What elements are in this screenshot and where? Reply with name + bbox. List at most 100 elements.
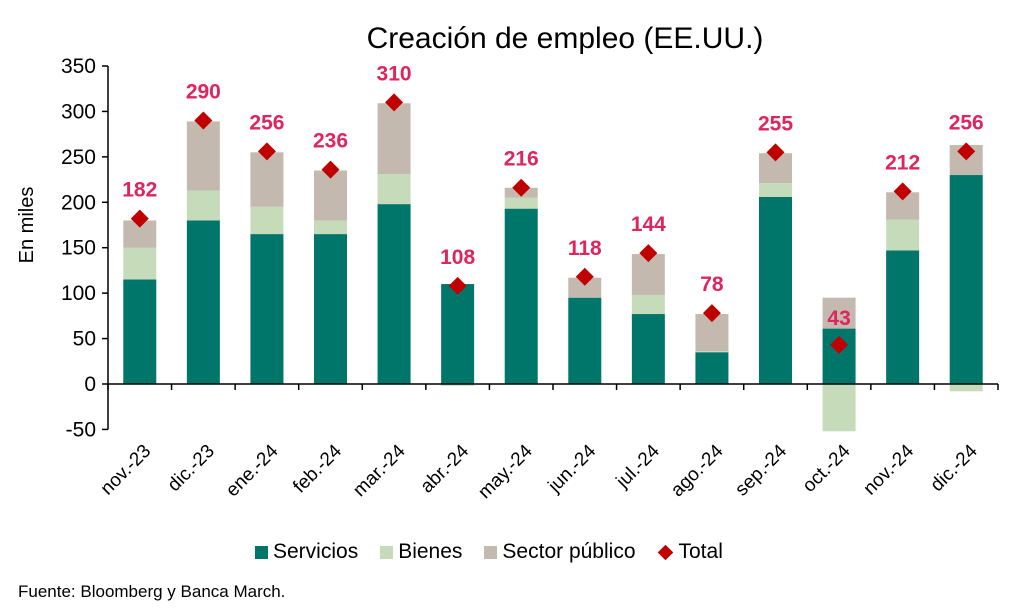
legend-diamond-icon — [657, 544, 673, 560]
x-tick-label: nov.-24 — [860, 440, 919, 499]
legend-item-total: Total — [657, 540, 723, 564]
x-tick-label: sep.-24 — [731, 440, 791, 500]
total-marker — [130, 209, 149, 228]
data-label: 118 — [568, 237, 602, 260]
legend-item-bienes: Bienes — [380, 540, 462, 564]
total-marker — [512, 178, 531, 197]
legend-swatch-servicios — [255, 545, 268, 559]
x-tick-label: ago.-24 — [667, 440, 728, 501]
x-tick-label: jun.-24 — [544, 440, 601, 497]
bar-bienes — [377, 174, 411, 205]
bar-bienes — [759, 183, 792, 197]
total-marker — [639, 244, 658, 263]
bar-servicios — [504, 208, 538, 384]
data-label: 212 — [885, 151, 920, 174]
bar-bienes — [886, 219, 920, 251]
bar-servicios — [886, 250, 920, 384]
bar-servicios — [314, 234, 347, 384]
y-tick-label: 100 — [61, 282, 96, 305]
data-label: 78 — [700, 273, 724, 296]
total-marker — [321, 160, 340, 179]
data-label: 144 — [631, 213, 666, 236]
x-tick-label: dic.-23 — [164, 441, 219, 496]
bar-servicios — [377, 204, 411, 384]
bar-servicios — [250, 234, 284, 384]
legend-label-servicios: Servicios — [273, 540, 359, 563]
bar-bienes — [504, 197, 538, 209]
y-tick-label: 50 — [73, 328, 96, 351]
bar-sector-p-blico — [377, 103, 411, 175]
data-label: 236 — [313, 130, 348, 153]
total-marker — [257, 142, 276, 161]
legend: Servicios Bienes Sector público Total — [255, 540, 745, 564]
bar-servicios — [695, 352, 729, 384]
bar-sector-p-blico — [822, 297, 856, 329]
x-tick-label: feb.-24 — [289, 440, 346, 497]
total-markers-group — [130, 93, 976, 354]
bar-bienes — [949, 384, 983, 392]
bars-group — [123, 103, 983, 432]
y-tick-label: 300 — [61, 100, 96, 123]
bar-sector-p-blico — [314, 170, 347, 221]
x-tick-label: abr.-24 — [416, 440, 473, 497]
y-tick-label: 200 — [61, 191, 96, 214]
y-tick-label: -50 — [66, 418, 96, 441]
data-label: 108 — [440, 246, 475, 269]
source-note: Fuente: Bloomberg y Banca March. — [18, 582, 286, 601]
y-axis-label: En miles — [16, 187, 38, 264]
bar-servicios — [759, 196, 792, 384]
chart-title: Creación de empleo (EE.UU.) — [367, 22, 764, 55]
data-label: 182 — [122, 179, 157, 202]
bar-bienes — [186, 190, 220, 221]
data-labels-group: 182 290 256 236 310 108 216 118 144 78 255 43 212 256 — [122, 62, 983, 330]
bar-bienes — [631, 294, 665, 315]
legend-item-sector-publico: Sector público — [484, 540, 636, 564]
bar-bienes — [123, 247, 157, 280]
bar-sector-p-blico — [250, 152, 284, 207]
data-label: 310 — [377, 62, 412, 85]
bar-bienes — [695, 351, 729, 353]
data-label: 256 — [949, 111, 984, 134]
x-tick-label: dic.-24 — [927, 440, 982, 495]
y-tick-label: 150 — [61, 237, 96, 260]
legend-label-bienes: Bienes — [398, 540, 463, 563]
total-marker — [194, 111, 213, 130]
bar-servicios — [186, 220, 220, 384]
legend-label-sector-publico: Sector público — [502, 540, 636, 563]
legend-label-total: Total — [678, 540, 723, 563]
x-tick-label: may.-24 — [474, 440, 537, 503]
data-label: 256 — [249, 111, 284, 134]
total-marker — [385, 93, 404, 112]
x-tick-label: mar.-24 — [349, 440, 410, 501]
bar-servicios — [123, 279, 157, 384]
x-tick-label: oct.-24 — [799, 440, 855, 496]
bar-servicios — [441, 284, 475, 384]
total-marker — [702, 304, 721, 323]
bar-servicios — [949, 175, 983, 384]
bar-bienes — [314, 220, 347, 235]
bar-sector-p-blico — [568, 277, 602, 298]
data-label: 290 — [186, 81, 221, 104]
chart: Creación de empleo (EE.UU.) En miles 350… — [16, 22, 999, 503]
legend-swatch-sector-publico — [484, 545, 498, 559]
data-label: 216 — [504, 148, 539, 171]
x-tick-label: ene.-24 — [222, 440, 283, 501]
data-label: 255 — [758, 112, 793, 135]
bar-bienes — [250, 206, 284, 235]
total-marker — [575, 267, 594, 286]
bar-bienes — [441, 384, 475, 386]
legend-swatch-bienes — [380, 545, 394, 559]
bar-servicios — [568, 297, 602, 384]
bar-sector-p-blico — [186, 121, 220, 191]
legend-item-servicios: Servicios — [255, 540, 358, 564]
total-marker — [448, 276, 467, 295]
bar-bienes — [822, 384, 856, 432]
x-tick-label: nov.-23 — [97, 441, 156, 500]
total-marker — [830, 335, 849, 354]
bar-servicios — [631, 314, 665, 384]
total-marker — [893, 182, 912, 201]
total-marker — [957, 142, 976, 161]
x-tick-label: jul.-24 — [612, 440, 664, 492]
data-label: 43 — [827, 307, 850, 330]
total-marker — [766, 143, 785, 162]
